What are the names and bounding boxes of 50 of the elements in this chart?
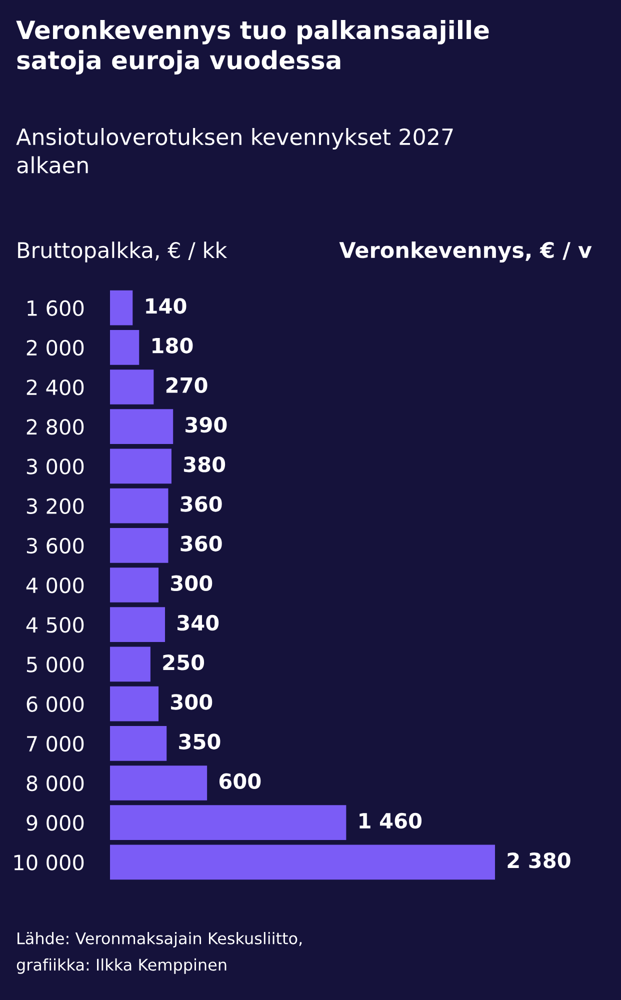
- bar: [110, 370, 154, 404]
- y-tick-label: 9 000: [26, 815, 84, 831]
- data-label: 270: [166, 377, 208, 394]
- bar: [110, 805, 346, 840]
- bar: [110, 448, 172, 484]
- data-label: 2 380: [508, 852, 570, 868]
- bar: [110, 568, 159, 602]
- data-label: 300: [171, 694, 212, 710]
- y-tick-label: 10 000: [14, 854, 84, 870]
- y-tick-label: 8 000: [26, 775, 84, 792]
- data-label: 390: [186, 416, 227, 433]
- data-label: 300: [171, 575, 212, 592]
- bar: [110, 409, 174, 444]
- y-tick-label: 2 000: [26, 340, 84, 356]
- data-label: 1 460: [360, 812, 422, 829]
- bar: [110, 330, 140, 365]
- data-label: 600: [219, 773, 261, 790]
- data-label: 180: [152, 338, 193, 354]
- bar: [110, 528, 168, 563]
- y-tick-label: 7 000: [27, 736, 84, 752]
- bar: [110, 766, 208, 800]
- text: Lähde: Veronmaksajain Keskusliitto, grafiikka: Ilkka Kemppinen: [16, 932, 302, 974]
- y-tick-label: 6 000: [26, 696, 84, 712]
- data-label: 360: [180, 496, 222, 512]
- y-tick-label: 3 600: [26, 538, 84, 554]
- bar: [110, 646, 150, 682]
- x-axis-title: Veronkevennys, € / v: [339, 242, 592, 262]
- bar: [110, 607, 165, 642]
- y-tick-label: 4 500: [26, 617, 84, 633]
- y-tick-label: 5 000: [26, 656, 84, 672]
- data-label: 350: [179, 734, 220, 750]
- chart-subtitle: Ansiotuloverotuksen kevennykset 2027 alkaen: [16, 128, 453, 174]
- y-tick-label: 1 600: [28, 300, 84, 316]
- data-label: 250: [163, 654, 204, 670]
- bar: [110, 844, 495, 880]
- y-tick-label: 2 400: [26, 379, 84, 396]
- data-label: 140: [146, 298, 186, 314]
- chart-title: Veronkevennys tuo palkansaajille satoja euroja vuodessa: [16, 20, 489, 74]
- y-tick-label: 2 800: [26, 419, 84, 435]
- data-label: 340: [178, 614, 219, 631]
- y-tick-label: 3 000: [26, 458, 84, 474]
- y-tick-label: 3 200: [26, 498, 84, 514]
- bar: [110, 686, 159, 722]
- bar: [110, 726, 167, 761]
- bar: [110, 488, 168, 524]
- data-label: 380: [184, 456, 226, 472]
- y-axis-title: Bruttopalkka, € / kk: [18, 242, 228, 262]
- y-tick-label: 4 000: [26, 577, 84, 594]
- bar: [110, 290, 133, 326]
- data-label: 360: [180, 536, 222, 552]
